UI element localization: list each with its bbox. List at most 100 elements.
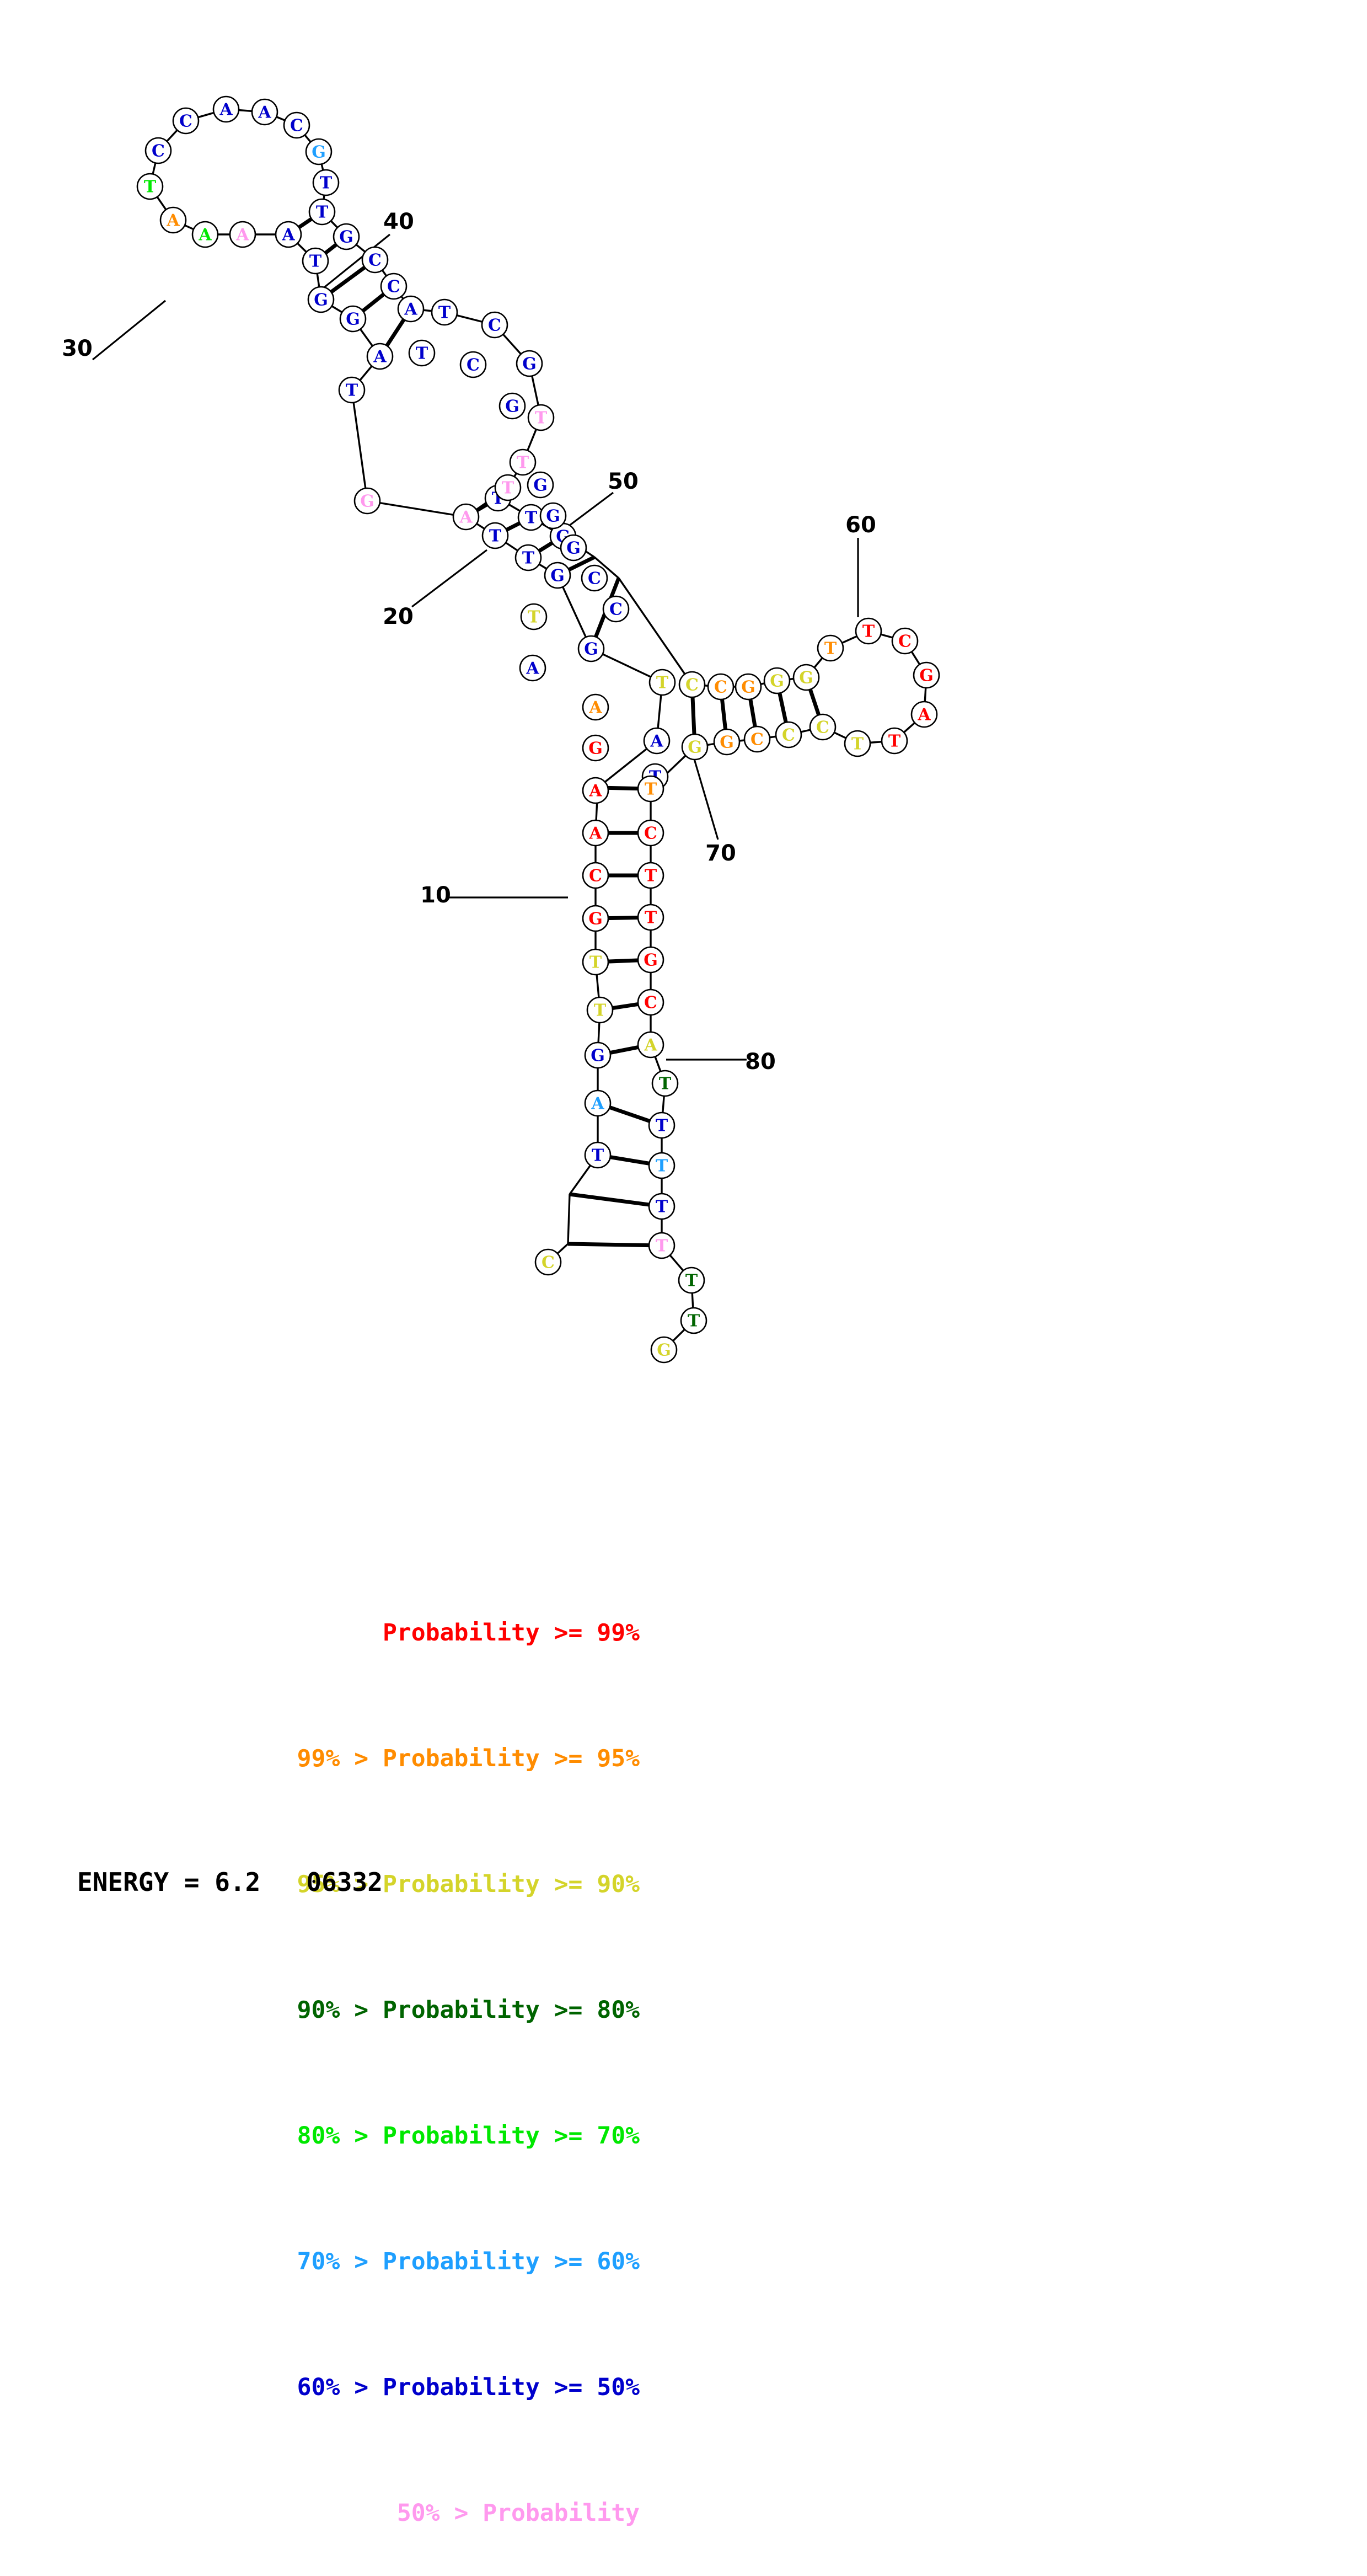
nucleotide-letter: T <box>416 344 428 364</box>
nucleotide-circle <box>333 223 360 250</box>
nucleotide-node: C <box>637 988 664 1016</box>
nucleotide-circle <box>136 173 164 200</box>
nucleotide-letter: T <box>645 867 657 886</box>
nucleotide-node: T <box>527 404 555 431</box>
nucleotide-node: G <box>582 734 609 762</box>
nucleotide-circle <box>408 339 436 367</box>
nucleotide-letter: C <box>290 116 303 136</box>
nucleotide-circle <box>648 1232 676 1259</box>
nucleotide-circle <box>305 138 333 165</box>
nucleotide-letter: G <box>584 640 598 659</box>
nucleotide-circle <box>283 111 310 139</box>
nucleotide-node: G <box>792 664 820 691</box>
nucleotide-node: T <box>481 522 509 549</box>
nucleotide-letter: G <box>360 492 374 511</box>
nucleotide-node: T <box>431 298 458 326</box>
nucleotide-circle <box>844 730 871 757</box>
nucleotide-node: T <box>648 1193 676 1220</box>
nucleotide-letter: G <box>505 397 519 416</box>
nucleotide-node: G <box>763 667 791 694</box>
nucleotide-node: C <box>581 564 608 592</box>
nucleotide-circle <box>527 404 555 431</box>
nucleotide-circle <box>707 673 735 701</box>
nucleotide-node: A <box>910 701 938 728</box>
nucleotide-letter: A <box>166 211 180 231</box>
nucleotide-circle <box>643 727 671 755</box>
nucleotide-letter: T <box>688 1312 700 1331</box>
nucleotide-node: C <box>283 111 310 139</box>
nucleotide-letter: C <box>368 251 382 270</box>
nucleotide-letter: T <box>346 381 358 400</box>
nucleotide-node: T <box>308 198 336 226</box>
nucleotide-letter: C <box>714 678 727 697</box>
nucleotide-node: C <box>144 137 172 164</box>
nucleotide-node: G <box>582 905 609 932</box>
nucleotide-node: A <box>643 727 671 755</box>
nucleotide-node: T <box>338 376 366 404</box>
nucleotide-node: G <box>913 661 940 689</box>
nucleotide-node: G <box>539 502 567 530</box>
nucleotide-circle <box>459 351 487 378</box>
nucleotide-circle <box>582 862 609 889</box>
nucleotide-node: T <box>678 1266 705 1294</box>
nucleotide-letter: G <box>533 476 548 495</box>
nucleotide-circle <box>763 667 791 694</box>
nucleotide-circle <box>910 701 938 728</box>
nucleotide-node: A <box>366 343 394 370</box>
nucleotide-node: C <box>678 671 706 698</box>
nucleotide-circle <box>516 350 543 377</box>
nucleotide-letter: C <box>644 824 657 843</box>
nucleotide-circle <box>637 862 664 889</box>
nucleotide-circle <box>792 664 820 691</box>
nucleotide-node: C <box>809 713 837 741</box>
nucleotide-circle <box>582 693 609 721</box>
nucleotide-circle <box>229 221 256 248</box>
nucleotide-node: G <box>560 534 587 562</box>
nucleotide-letter: C <box>685 676 699 695</box>
nucleotide-circle <box>560 534 587 562</box>
nucleotide-circle <box>881 727 908 755</box>
nucleotide-node: A <box>275 221 302 248</box>
legend-row: 95% > Probability >= 90% <box>297 1870 640 1898</box>
nucleotide-letter: G <box>314 291 328 310</box>
nucleotide-letter: T <box>656 1237 668 1256</box>
nucleotide-letter: G <box>588 910 603 929</box>
nucleotide-node: A <box>519 654 546 682</box>
nucleotide-node: C <box>602 595 630 623</box>
nucleotide-letter: T <box>522 549 535 568</box>
nucleotide-circle <box>361 246 389 274</box>
nucleotide-letter: T <box>589 953 602 972</box>
nucleotide-letter: G <box>688 738 702 757</box>
nucleotide-circle <box>817 634 844 662</box>
nucleotide-node: T <box>648 1152 676 1179</box>
nucleotide-circle <box>366 343 394 370</box>
probability-legend: Probability >= 99% 99% > Probability >= … <box>83 1528 640 2576</box>
nucleotide-circle <box>397 295 425 323</box>
nucleotide-node: T <box>514 544 542 571</box>
nucleotide-node: T <box>637 775 664 803</box>
nucleotide-circle <box>353 487 381 515</box>
nucleotide-node: G <box>735 673 762 701</box>
nucleotide-node: G <box>577 635 605 662</box>
nucleotide-node: T <box>651 1070 679 1097</box>
nucleotide-node: T <box>844 730 871 757</box>
nucleotide-circle <box>339 305 367 333</box>
nucleotide-letter: A <box>198 226 212 245</box>
nucleotide-letter: C <box>542 1253 555 1273</box>
nucleotide-letter: C <box>816 718 829 737</box>
nucleotide-letter: T <box>645 780 657 799</box>
nucleotide-circle <box>913 661 940 689</box>
nucleotide-node: G <box>305 138 333 165</box>
nucleotide-letter: G <box>770 672 784 691</box>
nucleotide-node: T <box>517 504 545 531</box>
nucleotide-letter: A <box>591 1094 604 1114</box>
nucleotide-letter: C <box>467 356 480 375</box>
nucleotide-circle <box>519 654 546 682</box>
nucleotide-letter: C <box>898 632 912 651</box>
nucleotide-letter: C <box>782 726 795 745</box>
nucleotide-node: C <box>743 725 771 753</box>
nucleotide-circle <box>212 95 240 123</box>
nucleotide-circle <box>651 1070 679 1097</box>
position-number-label: 60 <box>845 512 876 538</box>
